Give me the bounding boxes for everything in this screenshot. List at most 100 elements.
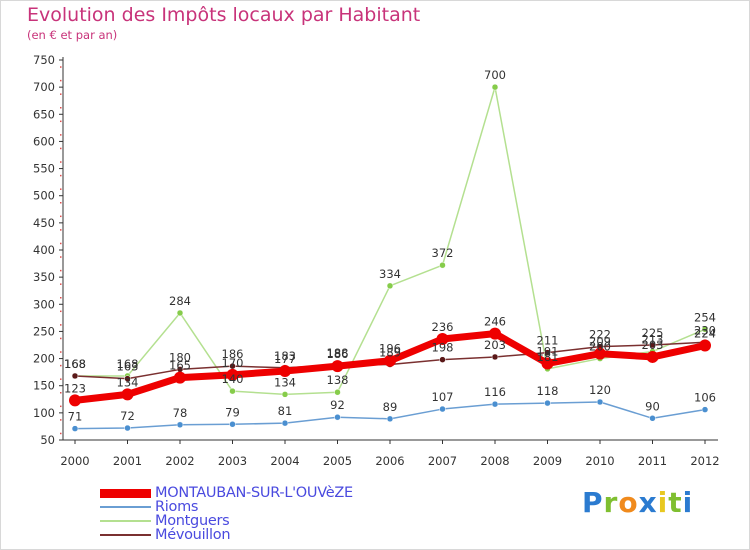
y-tick-label: 200 xyxy=(33,352,55,366)
data-point xyxy=(174,371,186,384)
data-label: 168 xyxy=(64,357,86,371)
y-minor-tick xyxy=(60,297,62,299)
data-point xyxy=(491,83,499,91)
data-label: 209 xyxy=(589,335,611,349)
y-minor-tick xyxy=(60,174,62,177)
legend-label: Mévouillon xyxy=(155,527,231,543)
data-point xyxy=(491,400,499,408)
x-tick-label: 2009 xyxy=(533,454,562,468)
logo-letter: i xyxy=(682,486,694,519)
legend-label: Montguers xyxy=(155,513,230,529)
data-point xyxy=(701,406,709,413)
x-tick-label: 2012 xyxy=(690,454,719,468)
data-label: 246 xyxy=(484,315,506,329)
y-tick-label: 550 xyxy=(33,162,55,176)
data-label: 222 xyxy=(589,328,611,342)
data-point xyxy=(176,309,184,317)
data-point xyxy=(384,354,396,367)
data-label: 200 xyxy=(589,340,611,354)
data-label: 203 xyxy=(484,338,506,352)
legend-label: Rioms xyxy=(155,499,199,515)
chart-subtitle: (en € et par an) xyxy=(27,28,118,42)
data-label: 134 xyxy=(274,375,296,389)
data-label: 92 xyxy=(330,398,345,412)
y-minor-tick xyxy=(60,392,62,394)
data-label: 89 xyxy=(383,400,398,414)
data-point xyxy=(436,333,449,346)
y-minor-tick xyxy=(60,161,62,163)
legend-swatch xyxy=(100,520,151,522)
y-tick-label: 600 xyxy=(33,134,55,148)
y-minor-tick xyxy=(60,432,62,435)
data-label: 203 xyxy=(642,338,664,352)
y-minor-tick xyxy=(60,337,62,340)
y-minor-tick xyxy=(60,256,62,258)
data-point xyxy=(594,347,606,360)
data-label: 107 xyxy=(432,390,454,404)
data-point xyxy=(544,399,551,407)
data-label: 177 xyxy=(274,352,296,366)
data-label: 138 xyxy=(327,373,349,387)
data-label: 189 xyxy=(379,346,401,360)
data-point xyxy=(229,387,236,395)
logo-letter: i xyxy=(657,486,669,519)
y-tick-label: 750 xyxy=(33,53,55,67)
data-point xyxy=(439,405,446,413)
data-label: 163 xyxy=(117,360,139,374)
data-label: 120 xyxy=(589,383,611,397)
data-point xyxy=(386,415,394,423)
x-tick-label: 2010 xyxy=(585,454,614,468)
x-tick-label: 2011 xyxy=(638,454,667,468)
y-minor-tick xyxy=(60,134,62,136)
data-point xyxy=(541,357,554,370)
y-minor-tick xyxy=(60,79,62,82)
data-label: 236 xyxy=(432,320,454,334)
data-label: 198 xyxy=(432,341,454,355)
data-point xyxy=(176,421,184,429)
y-tick-label: 700 xyxy=(33,80,55,94)
y-tick-label: 150 xyxy=(33,379,55,393)
data-point xyxy=(229,421,236,428)
y-minor-tick xyxy=(60,283,62,285)
data-point xyxy=(439,261,446,269)
x-tick-label: 2003 xyxy=(218,454,247,468)
data-point xyxy=(331,360,344,373)
legend-swatch xyxy=(100,506,151,508)
data-point xyxy=(281,391,289,398)
data-label: 186 xyxy=(327,347,349,361)
data-label: 188 xyxy=(327,346,349,360)
data-label: 123 xyxy=(64,381,86,395)
data-label: 372 xyxy=(432,246,454,260)
data-label: 225 xyxy=(642,326,664,340)
x-tick-label: 2006 xyxy=(375,454,404,468)
data-label: 230 xyxy=(694,323,716,337)
y-minor-tick xyxy=(60,269,62,272)
data-point xyxy=(596,398,604,406)
data-label: 181 xyxy=(537,350,559,364)
proxiti-logo: Proxiti xyxy=(582,486,693,519)
x-tick-label: 2001 xyxy=(113,454,142,468)
data-point xyxy=(121,388,134,401)
data-point xyxy=(334,388,341,396)
data-label: 81 xyxy=(278,404,293,418)
data-point xyxy=(649,415,656,422)
data-point xyxy=(491,353,499,361)
data-label: 118 xyxy=(537,384,559,398)
y-tick-label: 350 xyxy=(33,270,55,284)
data-point xyxy=(71,425,79,432)
data-point xyxy=(71,372,79,380)
y-minor-tick xyxy=(60,324,62,326)
y-tick-label: 450 xyxy=(33,216,55,230)
x-tick-label: 2002 xyxy=(165,454,194,468)
y-tick-label: 400 xyxy=(33,243,55,257)
y-minor-tick xyxy=(60,93,62,95)
data-label: 334 xyxy=(379,267,401,281)
data-point xyxy=(124,375,131,382)
y-minor-tick xyxy=(60,188,62,190)
data-label: 284 xyxy=(169,294,191,308)
data-label: 71 xyxy=(68,410,83,424)
data-label: 224 xyxy=(694,327,716,341)
data-label: 168 xyxy=(117,357,139,371)
data-label: 116 xyxy=(484,385,506,399)
